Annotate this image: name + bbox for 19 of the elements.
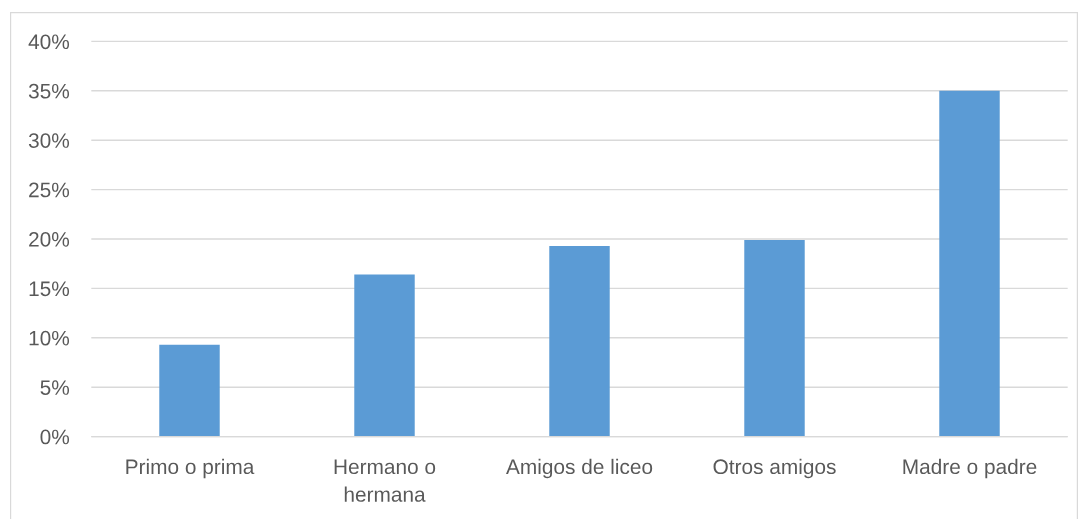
y-tick-label: 0%	[40, 429, 70, 445]
bar	[159, 344, 220, 437]
x-tick-label: Madre o padre	[903, 458, 1037, 479]
y-tick-label: 20%	[29, 232, 70, 247]
y-tick-label: 40%	[28, 34, 70, 50]
bar	[744, 239, 805, 437]
x-tick-label: Primo o prima	[126, 458, 255, 479]
y-tick-label: 15%	[29, 281, 70, 297]
bar	[354, 274, 415, 437]
x-tick-label: Otros amigos	[713, 458, 836, 479]
x-tick-label: Amigos de liceo	[506, 458, 653, 479]
bar	[939, 90, 1000, 437]
y-tick-label: 5%	[40, 380, 70, 395]
y-tick-label: 10%	[29, 330, 70, 346]
y-tick-label: 35%	[28, 83, 70, 99]
y-tick-label: 25%	[29, 182, 70, 198]
bar	[549, 245, 610, 437]
x-tick-label: Hermano o hermana	[334, 459, 436, 502]
y-tick-label: 30%	[28, 133, 70, 148]
